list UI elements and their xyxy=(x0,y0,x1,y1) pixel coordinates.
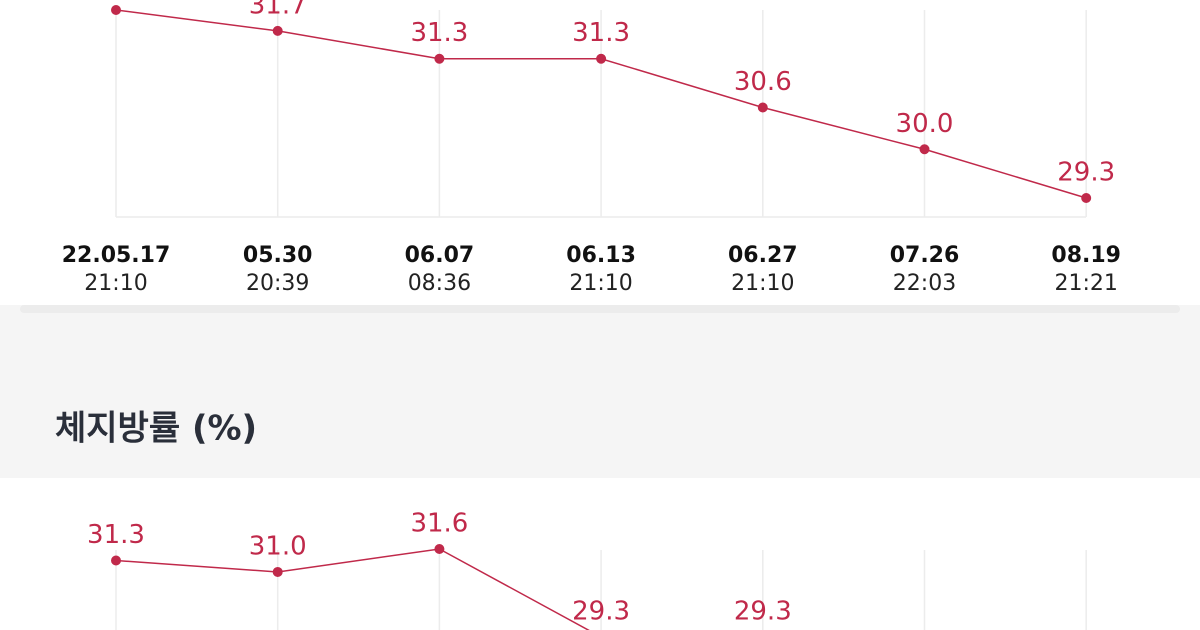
value-label: 31.7 xyxy=(249,0,307,20)
value-label: 29.3 xyxy=(734,597,792,627)
x-tick-time: 21:21 xyxy=(1054,271,1117,296)
value-label: 29.3 xyxy=(572,597,630,627)
data-point xyxy=(1081,193,1092,203)
data-point xyxy=(596,53,607,64)
data-point xyxy=(434,544,445,554)
card-shadow xyxy=(20,305,1180,313)
x-tick-time: 08:36 xyxy=(408,271,471,296)
section-title: 체지방률 (%) xyxy=(55,409,257,449)
value-label: 31.0 xyxy=(249,531,307,561)
x-tick-date: 06.27 xyxy=(728,243,798,268)
x-tick-date: 07.26 xyxy=(890,243,960,268)
x-tick-time: 21:10 xyxy=(731,271,794,296)
data-point xyxy=(919,144,930,155)
x-tick-date: 22.05.17 xyxy=(62,243,171,268)
value-label: 31.3 xyxy=(410,18,468,48)
card-bottom xyxy=(0,478,1200,630)
x-tick-time: 22:03 xyxy=(893,271,956,296)
data-point xyxy=(111,5,121,15)
value-label: 30.0 xyxy=(896,109,954,139)
data-point xyxy=(272,566,283,577)
x-tick-date: 08.19 xyxy=(1051,243,1121,268)
data-point xyxy=(272,25,283,36)
x-tick-time: 21:10 xyxy=(569,271,632,296)
x-tick-time: 21:10 xyxy=(84,271,147,296)
x-tick-time: 20:39 xyxy=(246,271,309,296)
value-label: 30.6 xyxy=(734,67,792,97)
value-label: 31.3 xyxy=(87,520,145,550)
card-top xyxy=(0,0,1200,305)
x-tick-date: 06.13 xyxy=(566,243,636,268)
value-label: 31.6 xyxy=(410,509,468,539)
section-band xyxy=(0,305,1200,478)
data-point xyxy=(111,555,121,566)
data-point xyxy=(434,53,445,64)
data-point xyxy=(757,102,768,113)
x-tick-date: 05.30 xyxy=(243,243,313,268)
value-label: 31.3 xyxy=(572,18,630,48)
value-label: 29.3 xyxy=(1057,158,1115,188)
x-tick-date: 06.07 xyxy=(405,243,475,268)
